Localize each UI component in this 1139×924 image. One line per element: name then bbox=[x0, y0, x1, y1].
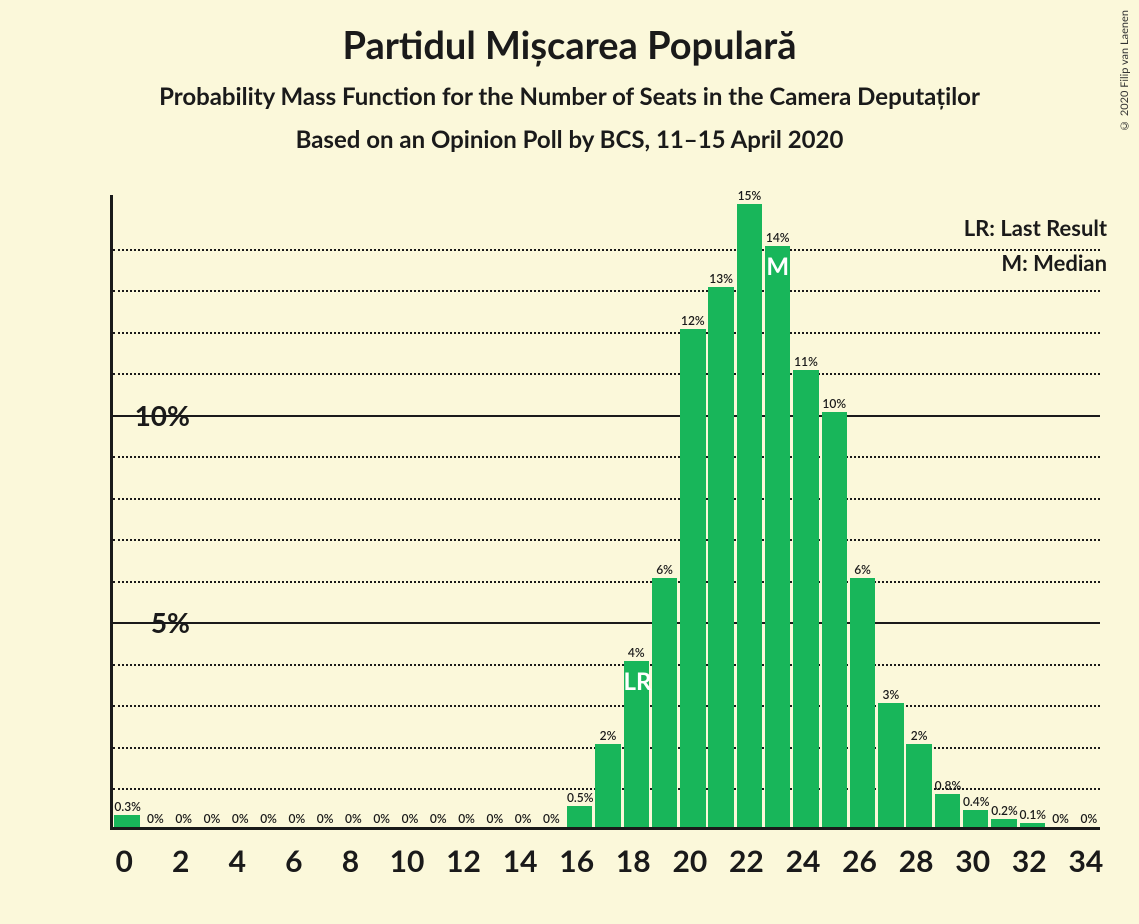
chart-subtitle-2: Based on an Opinion Poll by BCS, 11–15 A… bbox=[0, 125, 1139, 154]
bar-value-label: 6% bbox=[652, 562, 677, 577]
bar-value-label: 0% bbox=[1076, 811, 1101, 826]
bar-value-label: 0.3% bbox=[114, 799, 139, 814]
x-axis-label: 6 bbox=[285, 843, 302, 879]
bar-value-label: 0% bbox=[369, 811, 394, 826]
bar-value-label: 0% bbox=[341, 811, 366, 826]
gridline-minor bbox=[113, 332, 1100, 334]
bar-value-label: 0.8% bbox=[935, 778, 960, 793]
gridline-minor bbox=[113, 290, 1100, 292]
bar-value-label: 14% bbox=[765, 230, 790, 245]
x-axis-label: 4 bbox=[229, 843, 246, 879]
x-axis: 0246810121416182022242628303234 bbox=[110, 835, 1100, 885]
bar-value-label: 10% bbox=[822, 396, 847, 411]
bar-value-label: 0% bbox=[228, 811, 253, 826]
bar-value-label: 0.4% bbox=[963, 794, 988, 809]
bar: 10% bbox=[822, 412, 847, 827]
gridline-minor bbox=[113, 705, 1100, 707]
bar-value-label: 2% bbox=[906, 728, 931, 743]
bar: 13% bbox=[708, 287, 733, 827]
x-axis-label: 32 bbox=[1012, 843, 1047, 879]
bar-value-label: 11% bbox=[793, 354, 818, 369]
bar-value-label: 0% bbox=[256, 811, 281, 826]
x-axis-label: 14 bbox=[503, 843, 538, 879]
bar: 4%LR bbox=[624, 661, 649, 827]
bar-value-label: 0% bbox=[510, 811, 535, 826]
bar-value-label: 0.5% bbox=[567, 790, 592, 805]
last-result-marker: LR bbox=[624, 667, 649, 696]
bar: 0.5% bbox=[567, 806, 592, 827]
bar-value-label: 3% bbox=[878, 687, 903, 702]
chart: 0.3%0%0%0%0%0%0%0%0%0%0%0%0%0%0%0%0.5%2%… bbox=[30, 195, 1110, 895]
bar-value-label: 0% bbox=[199, 811, 224, 826]
bar-value-label: 2% bbox=[595, 728, 620, 743]
bar: 15% bbox=[737, 204, 762, 827]
bar: 2% bbox=[906, 744, 931, 827]
plot-area: 0.3%0%0%0%0%0%0%0%0%0%0%0%0%0%0%0%0.5%2%… bbox=[110, 195, 1100, 830]
chart-title: Partidul Mișcarea Populară bbox=[0, 22, 1139, 68]
median-marker: M bbox=[765, 252, 790, 281]
bar: 12% bbox=[680, 329, 705, 827]
x-axis-label: 26 bbox=[842, 843, 877, 879]
bar-value-label: 4% bbox=[624, 645, 649, 660]
x-axis-label: 24 bbox=[786, 843, 821, 879]
gridline-minor bbox=[113, 456, 1100, 458]
bar: 3% bbox=[878, 703, 903, 828]
x-axis-label: 22 bbox=[729, 843, 764, 879]
copyright-text: © 2020 Filip van Laenen bbox=[1118, 10, 1131, 132]
bar-value-label: 0.1% bbox=[1020, 807, 1045, 822]
bar-value-label: 0% bbox=[171, 811, 196, 826]
title-block: Partidul Mișcarea Populară Probability M… bbox=[0, 0, 1139, 154]
bar-value-label: 0% bbox=[454, 811, 479, 826]
x-axis-label: 10 bbox=[390, 843, 425, 879]
bar-value-label: 0% bbox=[426, 811, 451, 826]
y-axis-label: 5% bbox=[120, 605, 190, 639]
gridline-minor bbox=[113, 581, 1100, 583]
gridline-major bbox=[113, 622, 1100, 624]
x-axis-label: 12 bbox=[446, 843, 481, 879]
x-axis-label: 30 bbox=[955, 843, 990, 879]
bar: 0.2% bbox=[991, 819, 1016, 827]
bar-value-label: 0% bbox=[143, 811, 168, 826]
bar: 0.1% bbox=[1020, 823, 1045, 827]
gridline-major bbox=[113, 415, 1100, 417]
x-axis-label: 34 bbox=[1068, 843, 1103, 879]
x-axis-label: 16 bbox=[559, 843, 594, 879]
bar-value-label: 15% bbox=[737, 188, 762, 203]
bar-value-label: 0% bbox=[312, 811, 337, 826]
gridline-minor bbox=[113, 498, 1100, 500]
gridline-minor bbox=[113, 373, 1100, 375]
chart-subtitle-1: Probability Mass Function for the Number… bbox=[0, 82, 1139, 111]
bar-value-label: 0% bbox=[539, 811, 564, 826]
bar-value-label: 6% bbox=[850, 562, 875, 577]
gridline-minor bbox=[113, 249, 1100, 251]
bar: 11% bbox=[793, 370, 818, 827]
bar: 0.4% bbox=[963, 810, 988, 827]
x-axis-label: 20 bbox=[672, 843, 707, 879]
bar-value-label: 13% bbox=[708, 271, 733, 286]
bar-value-label: 0% bbox=[482, 811, 507, 826]
gridline-minor bbox=[113, 539, 1100, 541]
bar-value-label: 0% bbox=[284, 811, 309, 826]
bar: 6% bbox=[652, 578, 677, 827]
gridline-minor bbox=[113, 664, 1100, 666]
x-axis-label: 2 bbox=[172, 843, 189, 879]
bar-value-label: 0% bbox=[397, 811, 422, 826]
bar: 14%M bbox=[765, 246, 790, 827]
bar: 6% bbox=[850, 578, 875, 827]
x-axis-label: 28 bbox=[899, 843, 934, 879]
x-axis-label: 18 bbox=[616, 843, 651, 879]
bar: 0.3% bbox=[114, 815, 139, 827]
y-axis-label: 10% bbox=[120, 398, 190, 432]
x-axis-label: 0 bbox=[115, 843, 132, 879]
bar-value-label: 0% bbox=[1048, 811, 1073, 826]
bar-value-label: 12% bbox=[680, 313, 705, 328]
bar-value-label: 0.2% bbox=[991, 803, 1016, 818]
bar: 0.8% bbox=[935, 794, 960, 827]
x-axis-label: 8 bbox=[342, 843, 359, 879]
bar: 2% bbox=[595, 744, 620, 827]
